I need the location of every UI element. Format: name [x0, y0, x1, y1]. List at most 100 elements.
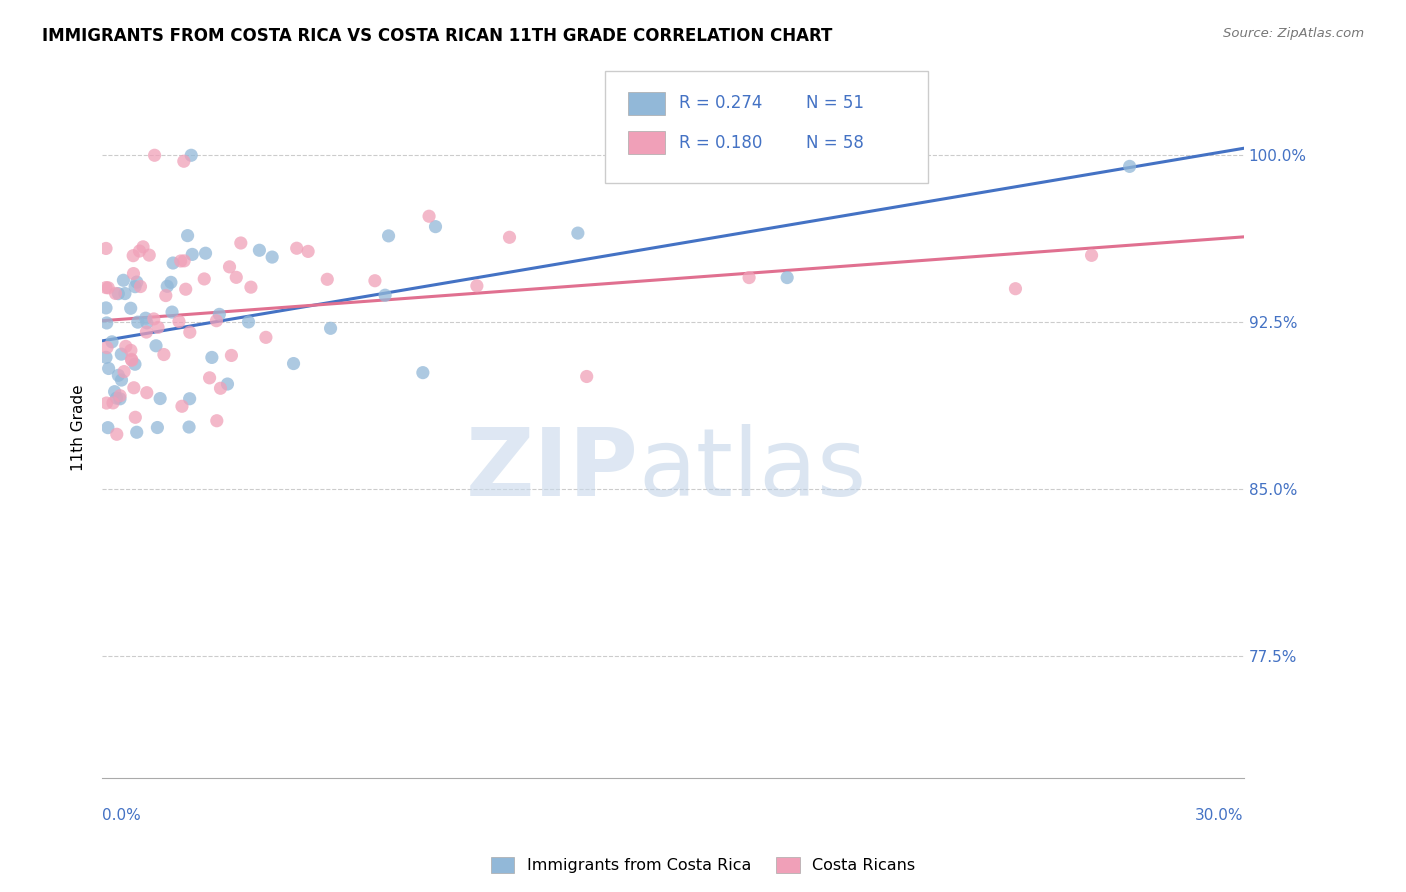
Point	[425, 219, 447, 234]
Point	[319, 321, 342, 335]
Point	[143, 148, 166, 162]
Text: Source: ZipAtlas.com: Source: ZipAtlas.com	[1223, 27, 1364, 40]
Point	[193, 272, 215, 286]
Point	[96, 316, 118, 330]
Point	[364, 274, 387, 288]
Text: R = 0.180: R = 0.180	[679, 134, 762, 152]
Point	[125, 275, 148, 289]
Text: N = 58: N = 58	[806, 134, 863, 152]
Point	[180, 148, 202, 162]
Point	[262, 250, 284, 264]
Point	[112, 273, 135, 287]
Point	[238, 315, 260, 329]
Point	[498, 230, 520, 244]
Point	[160, 305, 183, 319]
Point	[247, 244, 270, 258]
Point	[575, 369, 598, 384]
Text: N = 51: N = 51	[806, 95, 863, 112]
Legend: Immigrants from Costa Rica, Costa Ricans: Immigrants from Costa Rica, Costa Ricans	[484, 850, 922, 880]
Point	[225, 270, 247, 285]
Text: atlas: atlas	[638, 424, 868, 516]
Point	[316, 272, 339, 286]
Point	[121, 353, 143, 368]
Text: 30.0%: 30.0%	[1195, 808, 1244, 823]
Point	[122, 249, 145, 263]
Point	[96, 341, 118, 355]
Point	[174, 282, 197, 296]
Point	[170, 399, 193, 413]
Point	[135, 325, 157, 339]
Point	[124, 357, 146, 371]
Point	[179, 325, 201, 339]
Point	[105, 391, 128, 405]
Point	[205, 314, 228, 328]
Point	[94, 301, 117, 315]
Text: R = 0.274: R = 0.274	[679, 95, 762, 112]
Point	[221, 348, 243, 362]
Point	[173, 154, 195, 169]
Point	[96, 396, 118, 410]
Point	[128, 244, 150, 258]
Point	[94, 351, 117, 365]
Point	[114, 286, 136, 301]
Point	[283, 357, 305, 371]
Point	[101, 396, 124, 410]
Text: IMMIGRANTS FROM COSTA RICA VS COSTA RICAN 11TH GRADE CORRELATION CHART: IMMIGRANTS FROM COSTA RICA VS COSTA RICA…	[42, 27, 832, 45]
Point	[110, 373, 132, 387]
Point	[107, 286, 129, 301]
Point	[377, 228, 399, 243]
Point	[229, 235, 252, 250]
Point	[412, 366, 434, 380]
Point	[176, 228, 198, 243]
Point	[112, 365, 135, 379]
Point	[156, 279, 179, 293]
Point	[567, 226, 589, 240]
Point	[138, 248, 160, 262]
Point	[146, 320, 169, 334]
Point	[122, 381, 145, 395]
Point	[297, 244, 319, 259]
Point	[120, 343, 142, 358]
Point	[101, 334, 124, 349]
Point	[179, 392, 201, 406]
Point	[122, 267, 145, 281]
Point	[181, 247, 204, 261]
Point	[120, 301, 142, 316]
Point	[149, 392, 172, 406]
Point	[418, 209, 440, 223]
Point	[97, 281, 120, 295]
Point	[105, 427, 128, 442]
Point	[155, 288, 177, 302]
Point	[173, 253, 195, 268]
Point	[465, 278, 488, 293]
Text: 0.0%: 0.0%	[103, 808, 141, 823]
Point	[110, 347, 132, 361]
Point	[170, 254, 193, 268]
Point	[104, 384, 127, 399]
Point	[374, 288, 396, 302]
Point	[145, 339, 167, 353]
Text: ZIP: ZIP	[465, 424, 638, 516]
Point	[104, 286, 127, 301]
Point	[114, 339, 136, 353]
Point	[121, 352, 143, 367]
Point	[135, 385, 157, 400]
Point	[107, 368, 129, 383]
Point	[208, 307, 231, 321]
Point	[153, 347, 176, 361]
Point	[146, 420, 169, 434]
Point	[1080, 248, 1102, 262]
Point	[127, 315, 149, 329]
Point	[198, 371, 221, 385]
Y-axis label: 11th Grade: 11th Grade	[72, 384, 86, 471]
Point	[177, 420, 200, 434]
Point	[162, 256, 184, 270]
Point	[738, 270, 761, 285]
Point	[129, 279, 152, 293]
Point	[776, 270, 799, 285]
Point	[125, 425, 148, 440]
Point	[205, 414, 228, 428]
Point	[160, 276, 183, 290]
Point	[135, 311, 157, 326]
Point	[217, 377, 239, 392]
